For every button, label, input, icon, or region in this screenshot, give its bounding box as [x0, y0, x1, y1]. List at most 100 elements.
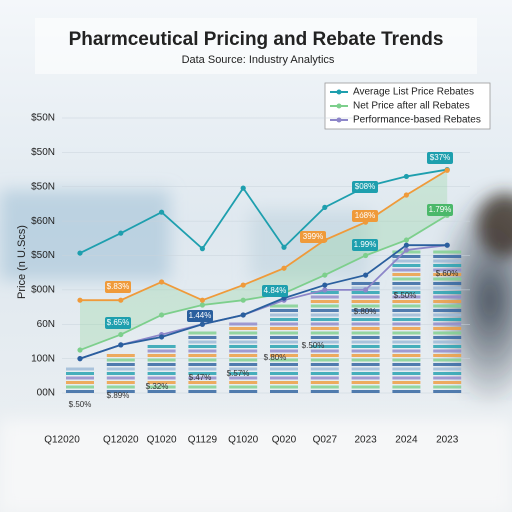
stripe	[351, 295, 380, 299]
stripe	[188, 345, 217, 348]
stripe	[147, 363, 176, 366]
stripe	[229, 345, 258, 348]
x-tick-label: Q1020	[147, 435, 177, 446]
stripe	[310, 345, 339, 348]
stripe	[147, 345, 176, 348]
annotation: $.89%	[107, 391, 130, 400]
stripe	[310, 322, 339, 326]
stripe	[392, 367, 421, 371]
x-tick-label: Q020	[272, 435, 297, 446]
stripe	[351, 349, 380, 353]
annotation-box	[300, 231, 326, 243]
stripe	[433, 349, 462, 353]
legend-label: Average List Price Rebates	[353, 87, 474, 98]
stripe	[392, 268, 421, 272]
x-tick-label: Q027	[313, 435, 338, 446]
stripe	[270, 349, 298, 353]
legend-marker	[336, 103, 342, 109]
stripe	[310, 349, 339, 353]
annotation-box	[262, 285, 288, 297]
stripe	[66, 372, 94, 375]
annotation: $.60%	[436, 269, 459, 278]
annotation-box	[187, 310, 213, 322]
stripe	[433, 282, 462, 285]
stripe	[351, 367, 380, 371]
stripe	[270, 363, 298, 366]
stripe	[188, 349, 217, 353]
stripe	[351, 376, 380, 380]
stripe	[310, 390, 339, 393]
stripe	[392, 331, 421, 335]
stripe	[351, 354, 380, 357]
stripe	[433, 313, 462, 317]
stripe	[310, 291, 339, 294]
point	[118, 230, 124, 236]
stripe	[433, 250, 462, 254]
stripe	[270, 390, 298, 393]
stripe	[351, 336, 380, 339]
stripe	[229, 340, 258, 344]
stripe	[270, 336, 298, 339]
stripe	[351, 381, 380, 384]
stripe	[106, 390, 135, 393]
stripe	[229, 327, 258, 330]
stripe	[433, 363, 462, 366]
stripe	[188, 340, 217, 344]
stripe	[433, 336, 462, 339]
stripe	[229, 363, 258, 366]
stripe	[392, 295, 421, 299]
stripe	[433, 372, 462, 375]
stripe	[433, 327, 462, 330]
stripe	[310, 327, 339, 330]
stripe	[147, 390, 176, 393]
stripe	[392, 385, 421, 389]
stripe	[270, 309, 298, 312]
title-panel	[35, 18, 477, 74]
stripe	[147, 385, 176, 389]
stripe	[392, 286, 421, 290]
stripe	[351, 363, 380, 366]
stripe	[188, 385, 217, 389]
annotation: $.65%	[107, 318, 130, 327]
y-tick-label: $00N	[31, 285, 55, 296]
stripe	[229, 358, 258, 362]
annotation: 1.99%	[354, 240, 377, 249]
stripe	[433, 268, 462, 272]
x-tick-label: 2023	[436, 435, 459, 446]
stripe	[392, 264, 421, 267]
stripe	[310, 372, 339, 375]
stripe	[351, 345, 380, 348]
stripe	[392, 313, 421, 317]
legend-label: Performance-based Rebates	[353, 115, 481, 126]
stripe	[433, 376, 462, 380]
stripe	[392, 354, 421, 357]
stripe	[66, 390, 94, 393]
annotation: $.83%	[107, 282, 130, 291]
stripe	[351, 300, 380, 303]
stripe	[351, 390, 380, 393]
stripe	[351, 291, 380, 294]
stripe	[310, 304, 339, 308]
stripe	[188, 363, 217, 366]
stripe	[188, 354, 217, 357]
point	[444, 242, 450, 248]
point	[240, 282, 246, 288]
series-line	[79, 168, 448, 254]
stripe	[392, 340, 421, 344]
stripe	[106, 354, 135, 357]
stripe	[351, 304, 380, 308]
stripe	[392, 327, 421, 330]
stripe	[392, 273, 421, 276]
stripe	[66, 381, 94, 384]
stripe	[229, 322, 258, 326]
y-tick-label: 00N	[37, 388, 55, 399]
stripe	[351, 327, 380, 330]
stripe	[229, 354, 258, 357]
point	[77, 297, 83, 303]
point	[199, 246, 205, 252]
legend-marker	[336, 89, 342, 95]
annotation-box	[352, 181, 378, 193]
stripe	[66, 385, 94, 389]
annotation: $08%	[355, 182, 375, 191]
stripe	[147, 381, 176, 384]
